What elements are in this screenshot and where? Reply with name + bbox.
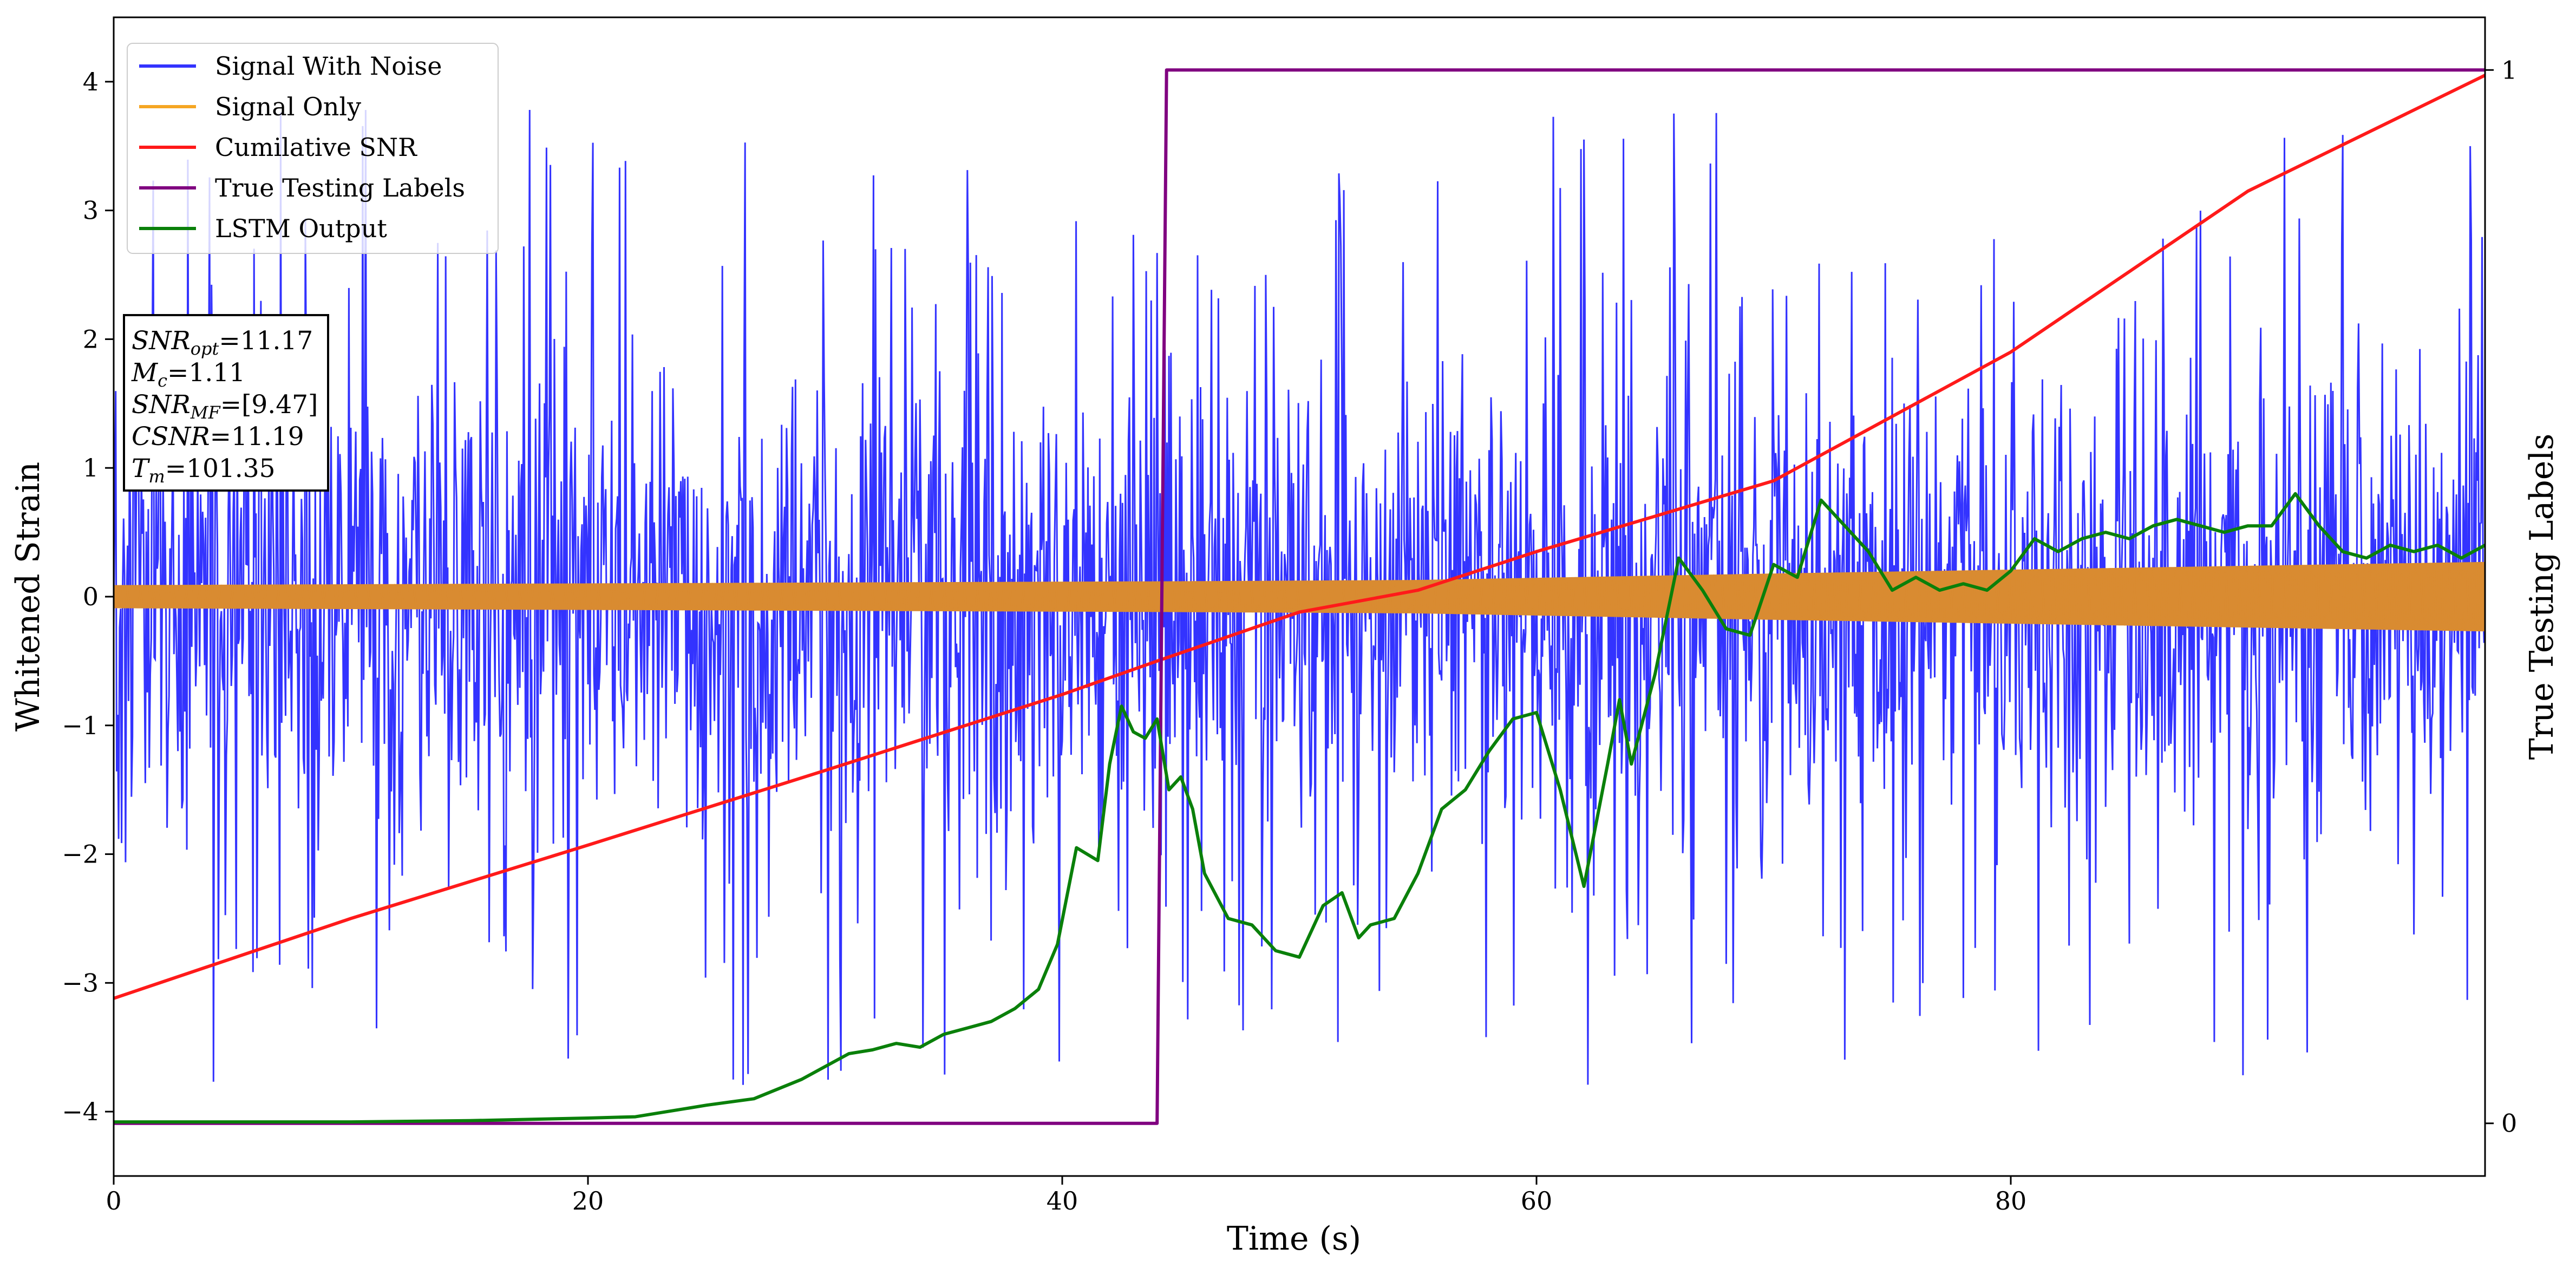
x-tick-label: 60 — [1521, 1186, 1553, 1216]
series-signal-only — [114, 561, 2485, 632]
y2-tick-label: 0 — [2501, 1109, 2517, 1138]
series-lstm-output — [114, 492, 2485, 1124]
y2-axis-title: True Testing Labels — [2523, 434, 2561, 760]
series-cumilative-snr — [114, 74, 2485, 1000]
series-signal-with-noise — [114, 109, 2485, 1085]
legend-label: Signal With Noise — [215, 51, 442, 81]
legend: Signal With Noise Signal Only Cumilative S… — [127, 43, 499, 254]
legend-label: True Testing Labels — [215, 173, 465, 202]
plot-area — [114, 68, 2485, 1125]
info-annotation: SNRopt=11.17Mc=1.11SNRMF=[9.47]CSNR=11.1… — [123, 314, 329, 492]
info-box — [123, 314, 329, 492]
info-line: Mc=1.11 — [131, 358, 245, 391]
y-tick-label: −1 — [62, 711, 99, 740]
y-tick-label: −4 — [62, 1097, 99, 1126]
y2-axis-ticks: 01 — [2485, 55, 2517, 1138]
x-axis-title: Time (s) — [1227, 1220, 1361, 1258]
legend-label: LSTM Output — [215, 214, 387, 243]
y-axis-title: Whitened Strain — [9, 462, 47, 731]
y-tick-label: −3 — [62, 968, 99, 997]
y-tick-label: 0 — [83, 582, 99, 611]
signal-only-line — [114, 561, 2485, 631]
y-tick-label: 3 — [83, 196, 99, 225]
true-testing-labels-line — [114, 68, 2485, 1125]
info-line: SNRopt=11.17 — [132, 326, 313, 359]
x-axis-ticks: 0 20 40 60 80 — [106, 1176, 2026, 1216]
legend-box — [127, 43, 499, 254]
cumilative-snr-line — [114, 74, 2485, 1000]
series-true-testing-labels — [114, 68, 2485, 1125]
info-line: SNRMF=[9.47] — [132, 390, 318, 423]
x-tick-label: 80 — [1995, 1186, 2027, 1216]
lstm-output-line — [114, 492, 2485, 1124]
x-tick-label: 0 — [106, 1186, 121, 1216]
signal-with-noise-line — [114, 109, 2485, 1085]
legend-label: Cumilative SNR — [215, 133, 417, 162]
info-line: CSNR=11.19 — [132, 422, 304, 452]
y-tick-label: 2 — [83, 324, 99, 354]
y-tick-label: 4 — [83, 67, 99, 96]
y-tick-label: −2 — [62, 840, 99, 869]
legend-label: Signal Only — [215, 92, 361, 121]
y-tick-label: 1 — [83, 453, 99, 482]
x-tick-label: 20 — [572, 1186, 604, 1216]
y-axis-ticks: −4 −3 −2 −1 0 1 2 3 4 — [62, 67, 114, 1126]
y2-tick-label: 1 — [2501, 55, 2517, 84]
info-line: Tm=101.35 — [132, 454, 276, 487]
x-tick-label: 40 — [1047, 1186, 1078, 1216]
